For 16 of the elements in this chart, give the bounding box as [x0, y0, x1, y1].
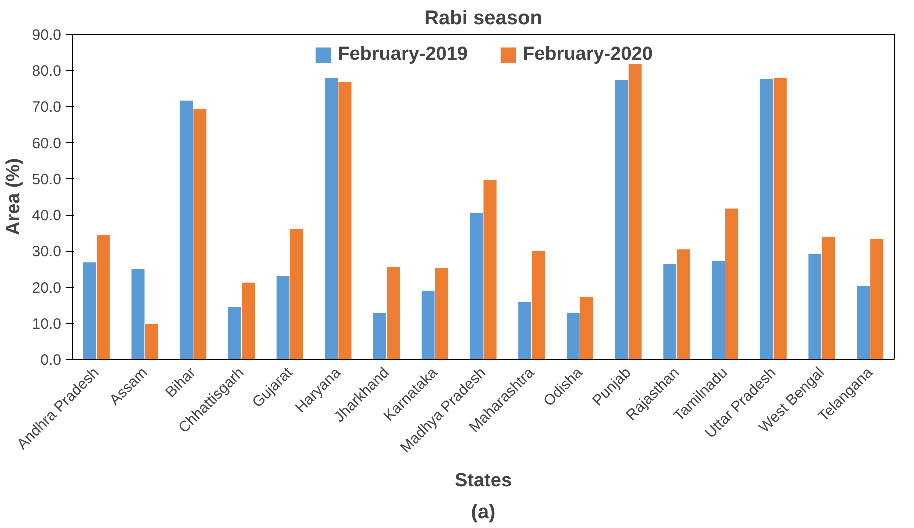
y-tick-label: 60.0: [32, 135, 62, 152]
y-axis-title: Area (%): [3, 158, 24, 236]
x-axis-title: States: [454, 470, 512, 492]
y-tick-label: 40.0: [32, 208, 62, 225]
chart-title: Rabi season: [424, 8, 542, 30]
y-tick-label: 70.0: [32, 99, 62, 116]
y-tick-label: 10.0: [32, 316, 62, 333]
legend-label: February-2020: [523, 44, 653, 66]
text: (a): [471, 502, 496, 524]
y-tick-label: 50.0: [32, 171, 62, 188]
y-tick-label: 90.0: [32, 27, 62, 44]
y-tick-label: 80.0: [32, 63, 62, 80]
y-tick-label: 0.0: [40, 352, 62, 369]
y-tick-label: 20.0: [32, 280, 62, 297]
legend-label: February-2019: [338, 44, 468, 66]
y-tick-label: 30.0: [32, 244, 62, 261]
